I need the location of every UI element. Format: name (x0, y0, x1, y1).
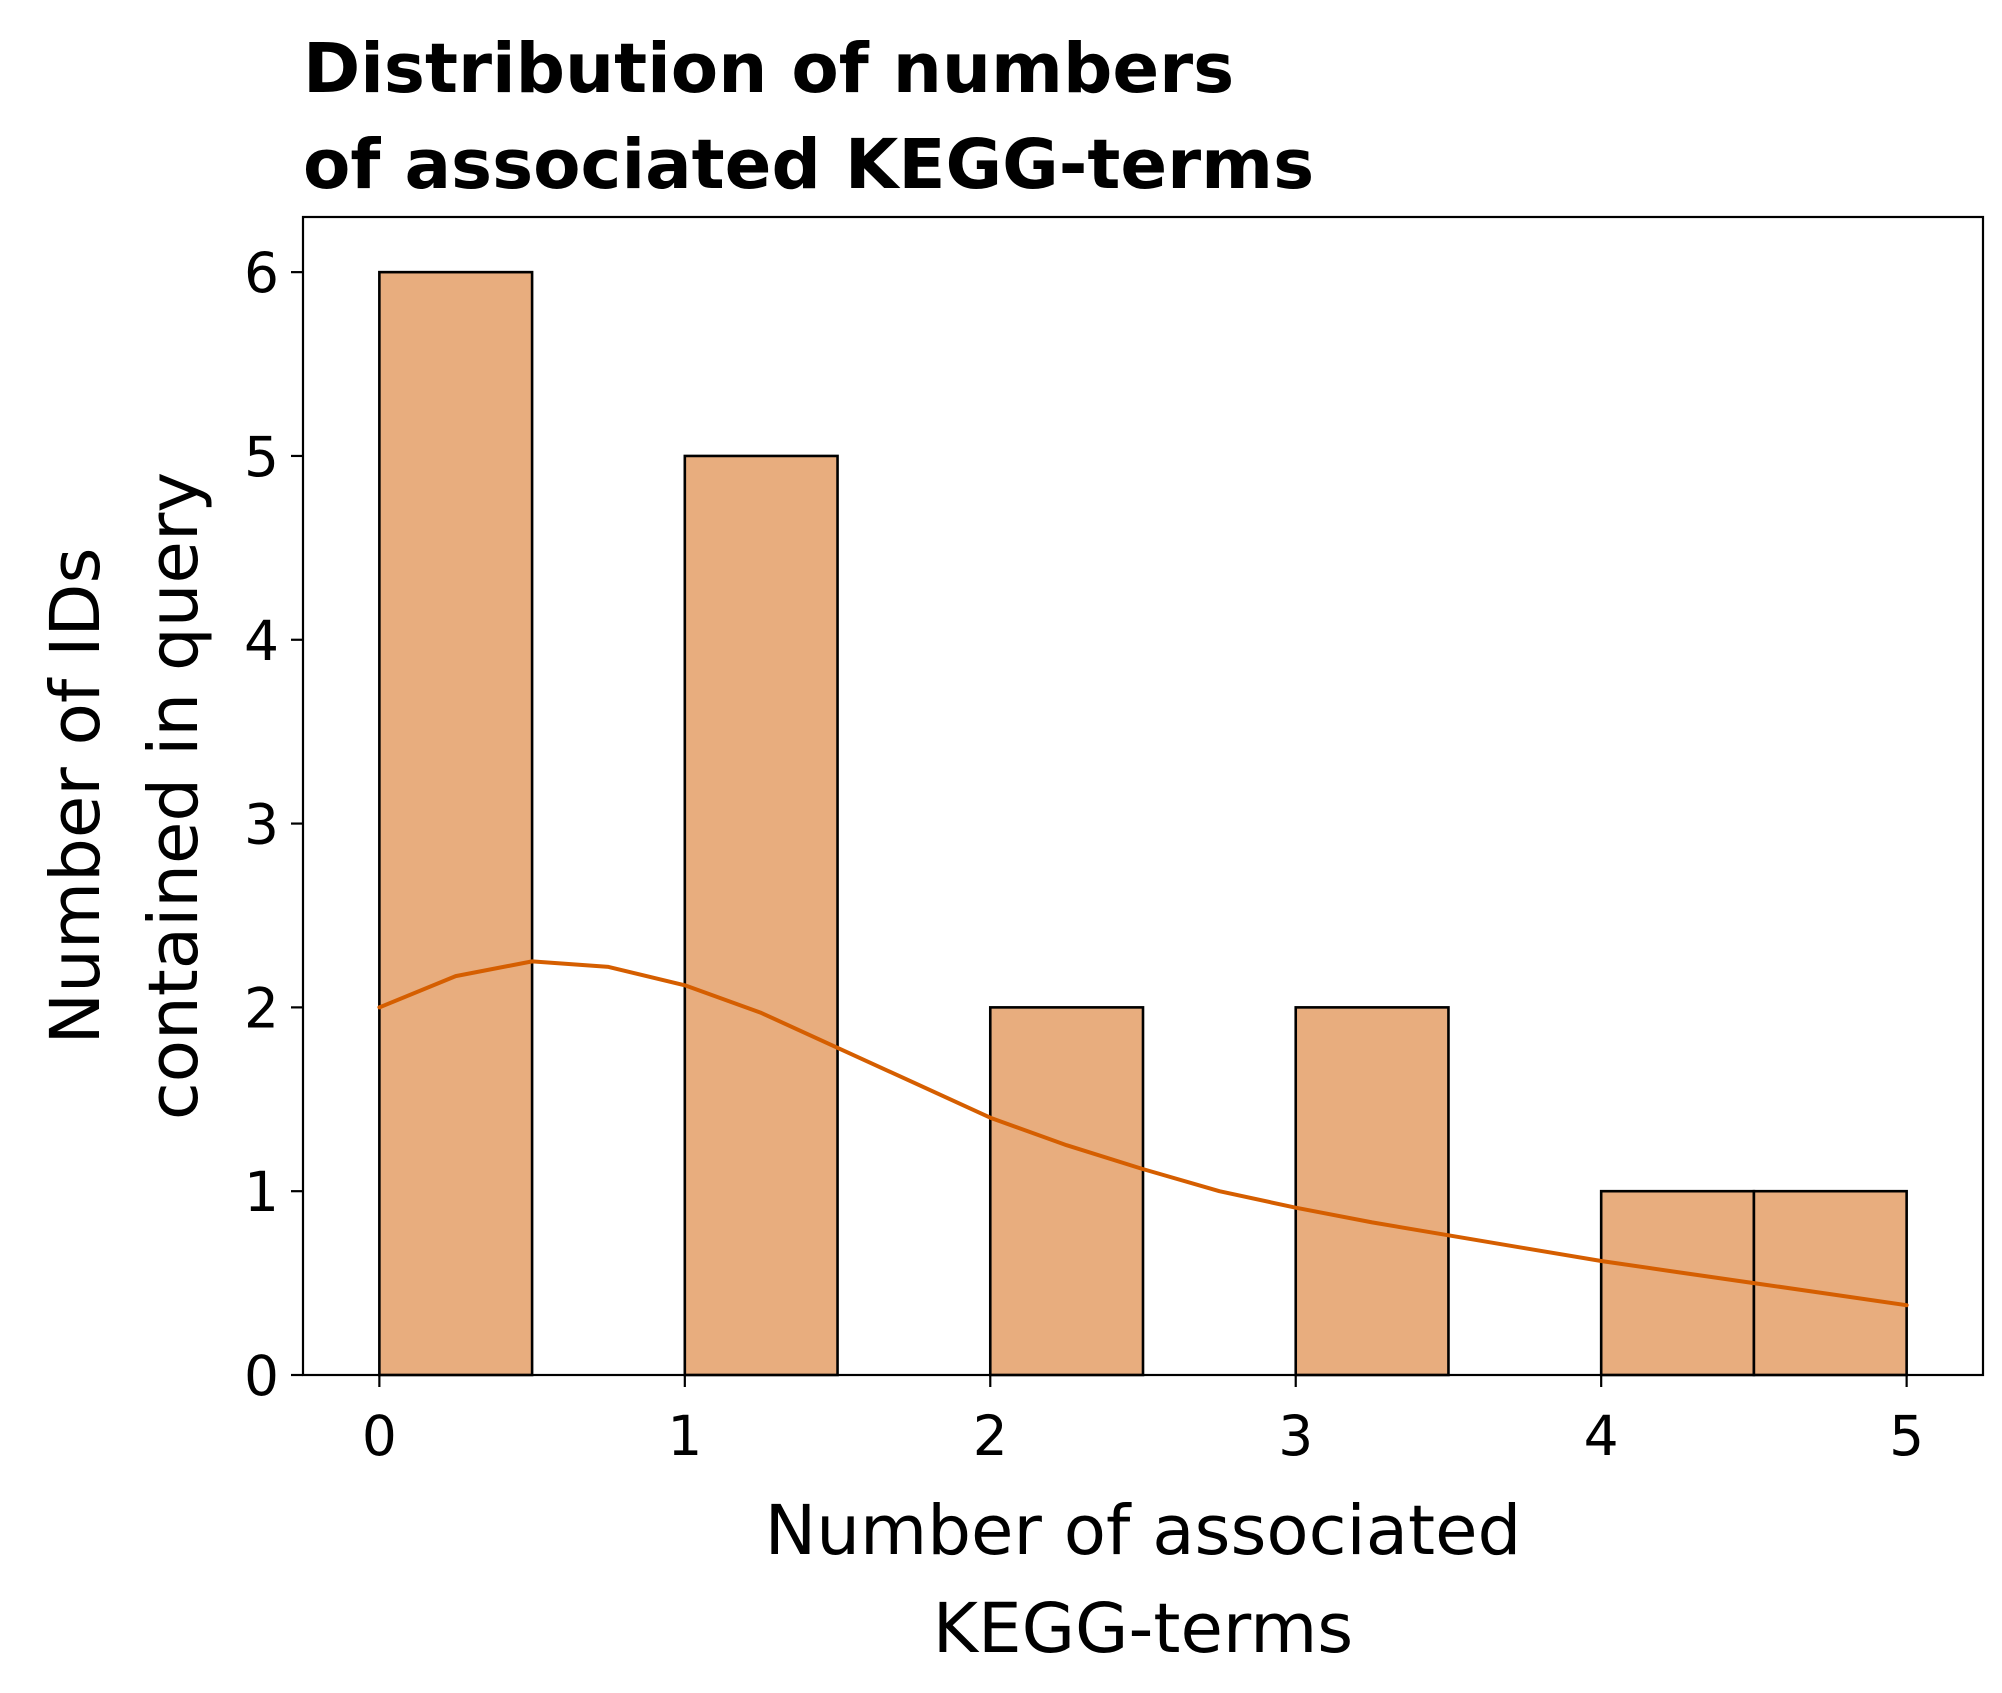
y-axis-ticks: 0 1 2 3 4 5 6 (244, 241, 303, 1408)
x-tick-label-4: 4 (1584, 1404, 1619, 1468)
y-tick-label-6: 6 (244, 241, 279, 305)
x-tick-label-1: 1 (667, 1404, 702, 1468)
y-axis-label-line-2: contained in query (134, 472, 214, 1120)
x-axis-label-line-1: Number of associated (765, 1491, 1522, 1571)
y-tick-label-3: 3 (244, 793, 279, 857)
x-axis-label-line-2: KEGG-terms (933, 1589, 1354, 1669)
y-axis-label-line-1: Number of IDs (36, 548, 116, 1045)
histogram-bar-4 (988, 1006, 1145, 1377)
y-tick-label-2: 2 (244, 976, 279, 1040)
y-tick-label-4: 4 (244, 609, 279, 673)
histogram-bars (378, 270, 1908, 1377)
x-tick-label-0: 0 (362, 1404, 397, 1468)
histogram-bar-2 (683, 454, 839, 1377)
x-tick-label-3: 3 (1278, 1404, 1313, 1468)
x-axis-ticks: 0 1 2 3 4 5 (362, 1375, 1924, 1468)
chart-title-line-1: Distribution of numbers (303, 29, 1234, 109)
y-tick-label-0: 0 (244, 1344, 279, 1408)
histogram-bar-6 (1294, 1006, 1450, 1377)
histogram-bar-8 (1599, 1189, 1756, 1377)
chart-title: Distribution of numbers of associated KE… (303, 29, 1314, 205)
histogram-bar-0 (378, 270, 534, 1377)
y-tick-label-1: 1 (244, 1160, 279, 1224)
y-axis-label: Number of IDs contained in query (36, 472, 214, 1120)
x-tick-label-5: 5 (1889, 1404, 1924, 1468)
x-axis-label: Number of associated KEGG-terms (765, 1491, 1522, 1669)
x-tick-label-2: 2 (973, 1404, 1008, 1468)
histogram-bar-9 (1752, 1189, 1908, 1377)
chart-title-line-2: of associated KEGG-terms (303, 125, 1314, 205)
kde-curve (377, 959, 1909, 1308)
plot-frame (301, 215, 1985, 1377)
y-tick-label-5: 5 (244, 425, 279, 489)
